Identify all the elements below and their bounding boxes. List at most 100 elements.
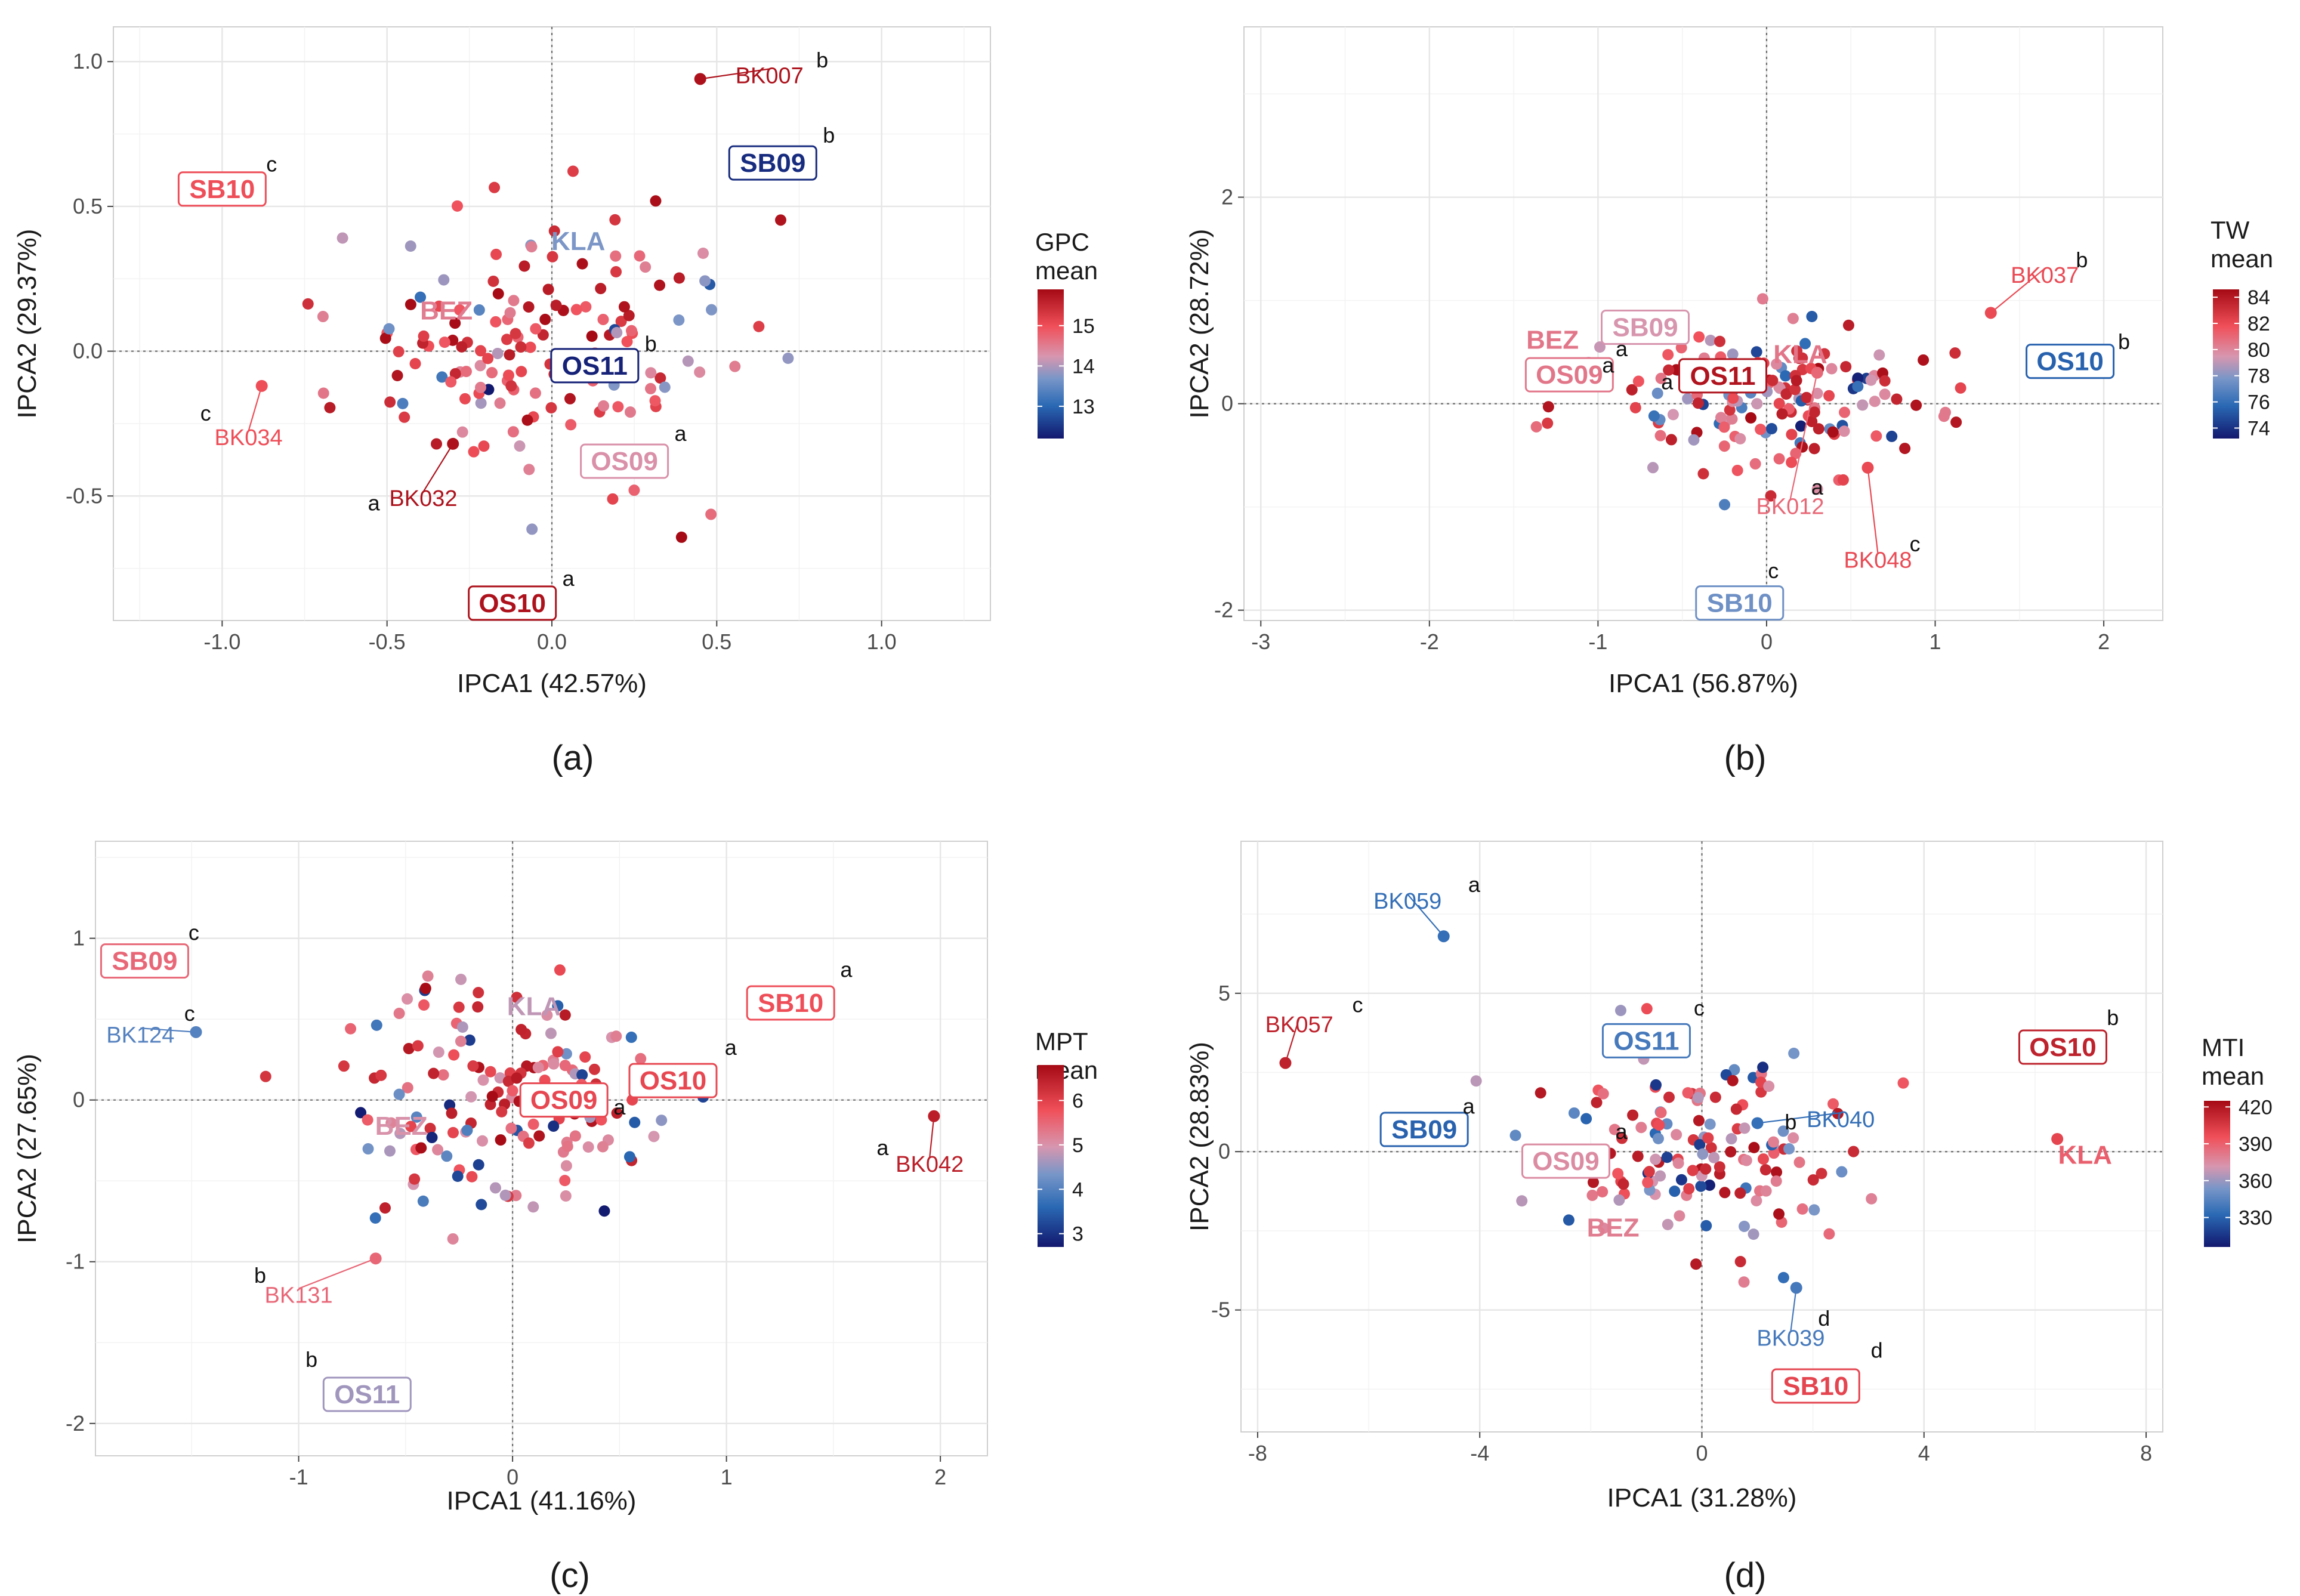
genotype-label-bk034: BK034 <box>215 425 283 450</box>
genotype-point <box>1697 468 1709 480</box>
genotype-point <box>1813 423 1824 435</box>
genotype-point <box>475 345 487 357</box>
environment-label: SB10 <box>758 989 823 1018</box>
genotype-label-bk032: BK032 <box>389 486 457 511</box>
environment-label: SB09 <box>1612 313 1678 342</box>
genotype-point <box>1616 1132 1628 1144</box>
genotype-point <box>405 240 416 252</box>
genotype-point <box>433 300 445 312</box>
genotype-point <box>1470 1075 1482 1087</box>
genotype-point <box>1789 384 1801 396</box>
gridlines <box>1241 841 2163 1432</box>
significance-letter: b <box>1785 1110 1796 1134</box>
genotype-point <box>482 353 494 365</box>
genotype-point <box>611 327 623 339</box>
colorbar-tick-label: 3 <box>1072 1223 1083 1246</box>
environment-box <box>550 348 640 384</box>
genotype-point <box>1580 1113 1592 1125</box>
genotype-leader <box>248 385 263 431</box>
y-axis-title: IPCA2 (29.37%) <box>13 229 42 419</box>
genotype-point <box>1667 409 1679 421</box>
genotype-point <box>1705 1142 1717 1154</box>
genotype-point <box>518 260 530 272</box>
genotype-point <box>490 316 502 328</box>
x-tick-label: 1 <box>1929 629 1941 654</box>
genotype-point <box>1873 349 1885 361</box>
environment-label: OS10 <box>478 589 546 618</box>
genotype-point <box>1865 374 1877 386</box>
genotype-point <box>1692 397 1704 409</box>
genotype-leader <box>140 1027 196 1033</box>
genotype-point <box>1773 1208 1785 1220</box>
genotype-point <box>559 1060 571 1072</box>
genotype-point <box>514 440 526 452</box>
genotype-point <box>729 360 741 372</box>
genotype-point <box>1786 428 1798 440</box>
genotype-point-kla_pt <box>2051 1132 2064 1145</box>
significance-letter: a <box>563 566 575 591</box>
environment-label: KLA <box>1773 340 1827 369</box>
genotype-point <box>449 368 461 379</box>
genotype-point <box>1704 1118 1716 1130</box>
significance-letter: a <box>1602 353 1614 378</box>
genotype-point <box>1730 1103 1742 1115</box>
genotype-point <box>1675 1174 1687 1186</box>
genotype-point <box>548 1058 560 1070</box>
significance-letter: c <box>1768 558 1779 583</box>
genotype-label-bk057: BK057 <box>1265 1012 1333 1038</box>
genotype-point <box>1655 1107 1667 1119</box>
environment-bez: BEZ <box>1526 325 1579 354</box>
genotype-point <box>466 1171 478 1183</box>
genotype-point <box>1780 370 1792 382</box>
genotype-point <box>561 1140 573 1152</box>
genotype-point <box>379 1202 391 1214</box>
genotype-point <box>659 381 671 393</box>
genotype-point <box>393 345 405 357</box>
genotype-point <box>582 1141 594 1153</box>
genotype-point <box>576 1069 588 1081</box>
genotype-point <box>1669 1186 1681 1197</box>
genotype-point <box>527 1118 539 1130</box>
environment-os11: OS11 a <box>1661 358 1767 394</box>
genotype-point <box>1586 1189 1598 1201</box>
significance-letter: a <box>1463 1094 1475 1119</box>
genotype-point <box>1823 1228 1835 1240</box>
environment-label: BEZ <box>1526 325 1579 354</box>
y-tick-label: -0.5 <box>66 483 103 508</box>
genotype-point <box>415 1142 427 1154</box>
genotype-point <box>1751 1194 1762 1206</box>
environment-box <box>580 443 669 479</box>
environment-sb09: SB09 b <box>728 123 835 181</box>
genotype-point <box>449 317 461 329</box>
genotype-point <box>1652 1132 1664 1144</box>
environment-label: KLA <box>2058 1141 2111 1170</box>
environment-box <box>1524 357 1614 393</box>
genotype-point <box>1827 1098 1839 1110</box>
genotype-point <box>504 307 516 319</box>
genotype-point <box>489 181 501 193</box>
genotype-point <box>1597 1088 1609 1100</box>
genotype-point <box>1950 416 1962 428</box>
x-tick-label: 0 <box>507 1465 518 1489</box>
significance-letter: a <box>1616 1119 1628 1144</box>
genotype-point <box>486 367 498 379</box>
colorbar-tick-label: 82 <box>2247 313 2270 335</box>
genotype-point <box>515 341 527 353</box>
genotype-point <box>477 1074 489 1086</box>
genotype-point <box>560 1190 572 1202</box>
colorbar-tick-label: 4 <box>1072 1178 1083 1201</box>
genotype-point <box>1530 421 1542 433</box>
genotype-point <box>1758 1153 1770 1165</box>
genotype-point <box>1688 434 1700 446</box>
environment-box <box>1678 358 1767 394</box>
x-tick-label: -0.5 <box>369 629 406 654</box>
genotype-point <box>567 165 579 177</box>
panel-letter: (c) <box>549 1556 590 1595</box>
colorbar-tick-label: 6 <box>1072 1090 1083 1113</box>
genotype-leader <box>298 1258 376 1289</box>
genotype-point <box>436 371 448 383</box>
genotype-point <box>1738 1276 1750 1288</box>
genotype-point <box>623 310 635 322</box>
